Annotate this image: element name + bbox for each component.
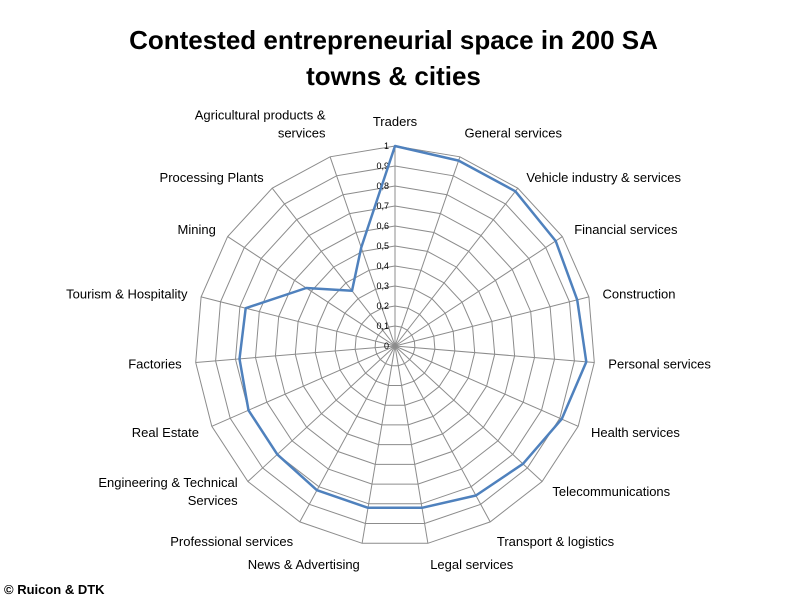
radial-tick-label: 1 (384, 141, 389, 151)
grid-spoke (211, 345, 396, 427)
grid-ring (234, 185, 556, 505)
copyright-notice: © Ruicon & DTK (4, 582, 105, 597)
category-label: Tourism & Hospitality (66, 287, 188, 302)
category-label: Transport & logistics (497, 534, 615, 549)
category-label: Processing Plants (160, 170, 265, 185)
chart-title-line-2: towns & cities (306, 61, 481, 91)
grid-ring (354, 305, 436, 386)
radial-tick-label: 0,4 (376, 261, 389, 271)
grid-spoke (394, 156, 461, 347)
series-line (238, 144, 588, 510)
grid-ring (294, 245, 496, 446)
grid-ring (254, 205, 536, 485)
grid-spoke (394, 345, 595, 363)
grid-spoke (299, 345, 396, 523)
radial-tick-label: 0,9 (376, 161, 389, 171)
grid-spoke (394, 345, 429, 544)
grid-ring (374, 325, 416, 367)
category-label: Factories (128, 357, 182, 372)
grid-spoke (394, 236, 563, 347)
grid-spoke (394, 296, 590, 347)
grid-spoke (394, 187, 519, 347)
chart-title-line-1: Contested entrepreneurial space in 200 S… (129, 25, 658, 55)
category-label: Mining (178, 222, 216, 237)
category-label: Agricultural products & services (195, 108, 326, 141)
grid-ring (215, 165, 575, 524)
grid-spoke (227, 236, 396, 347)
grid-spoke (329, 156, 396, 347)
grid-spoke (247, 345, 396, 482)
category-label: Traders (373, 114, 418, 129)
grid-spoke (394, 345, 491, 523)
chart-title: Contested entrepreneurial space in 200 S… (0, 22, 787, 94)
grid-ring (195, 145, 595, 544)
category-label: Financial services (574, 222, 678, 237)
radial-tick-label: 0,7 (376, 201, 389, 211)
category-label: Legal services (430, 557, 514, 572)
category-label: Personal services (608, 357, 711, 372)
radial-tick-label: 0,5 (376, 241, 389, 251)
category-label: General services (465, 126, 563, 141)
grid-spoke (394, 345, 543, 482)
radar-series (238, 144, 588, 510)
radial-tick-label: 0,3 (376, 281, 389, 291)
radar-grid (195, 145, 595, 544)
category-label: Professional services (170, 534, 293, 549)
category-label: News & Advertising (248, 557, 360, 572)
category-label: Vehicle industry & services (526, 170, 681, 185)
radial-tick-label: 0,1 (376, 321, 389, 331)
grid-spoke (394, 345, 579, 427)
category-label: Telecommunications (552, 484, 670, 499)
radial-tick-label: 0 (384, 341, 389, 351)
category-label: Engineering & Technical Services (98, 475, 238, 508)
category-label: Health services (591, 425, 680, 440)
grid-spoke (271, 187, 396, 347)
category-label: Real Estate (132, 425, 199, 440)
grid-ring (314, 265, 476, 426)
radial-tick-label: 0,2 (376, 301, 389, 311)
grid-ring (334, 285, 456, 406)
grid-ring (274, 225, 516, 465)
category-labels: Traders General services Vehicle industry … (66, 108, 711, 572)
grid-spoke (200, 296, 396, 347)
grid-spoke (361, 345, 396, 544)
radial-tick-label: 0,6 (376, 221, 389, 231)
category-label: Construction (603, 287, 676, 302)
grid-spoke (195, 345, 396, 363)
